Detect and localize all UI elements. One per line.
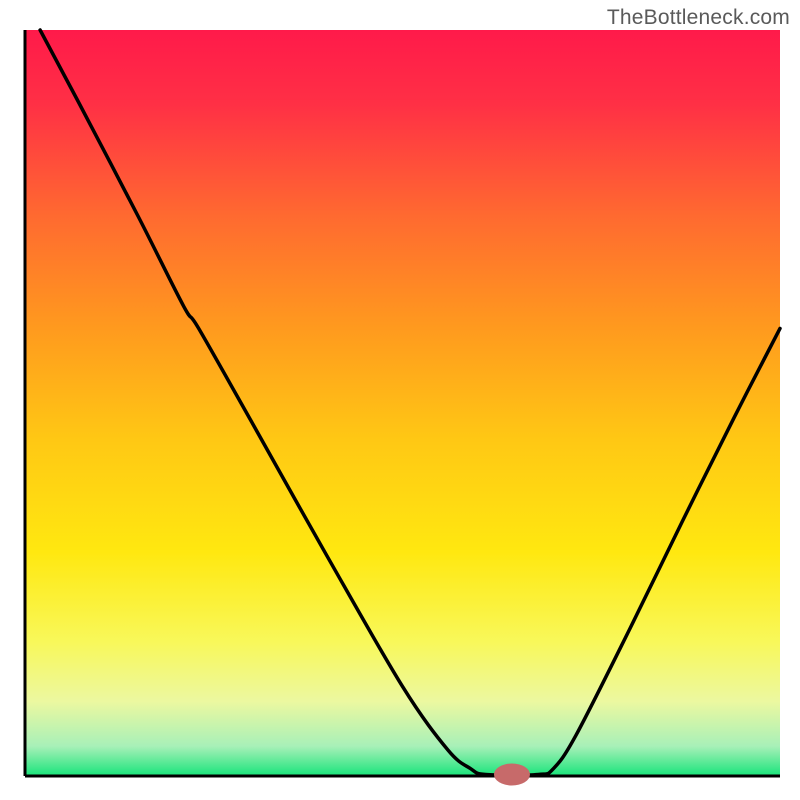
optimal-marker: [494, 764, 530, 786]
chart-svg: [0, 0, 800, 800]
gradient-background: [25, 30, 780, 776]
bottleneck-chart: TheBottleneck.com: [0, 0, 800, 800]
watermark-text: TheBottleneck.com: [607, 6, 790, 30]
